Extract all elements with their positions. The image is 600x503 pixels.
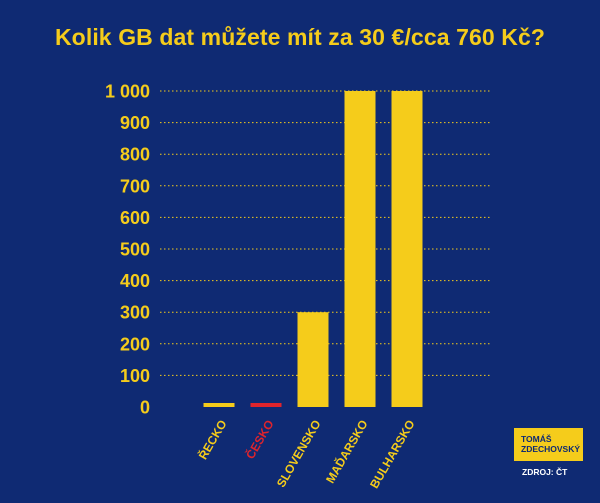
y-tick-label: 400 [120, 271, 150, 291]
y-tick-label: 600 [120, 208, 150, 228]
x-tick-label: ŘECKO [195, 417, 230, 462]
grid-lines [160, 90, 492, 376]
y-tick-label: 100 [120, 366, 150, 386]
x-tick-label: SLOVENSKO [274, 418, 324, 490]
x-tick-label: MAĎARSKO [322, 417, 370, 486]
y-tick-label: 0 [140, 398, 150, 418]
x-tick-label: BULHARSKO [367, 418, 417, 491]
bar-3 [344, 91, 376, 407]
y-tick-label: 1 000 [105, 82, 150, 102]
brand-logo: TOMÁŠ ZDECHOVSKÝ [514, 428, 583, 461]
bar-2 [297, 312, 329, 407]
y-tick-label: 800 [120, 145, 150, 165]
y-tick-label: 500 [120, 240, 150, 260]
logo-line-1: TOMÁŠ [521, 434, 552, 444]
source-note: ZDROJ: ČT [522, 467, 568, 477]
bar-0 [203, 403, 235, 407]
chart-title: Kolik GB dat můžete mít za 30 €/cca 760 … [54, 24, 546, 50]
x-tick-label: ČESKO [242, 417, 276, 461]
y-tick-label: 300 [120, 303, 150, 323]
logo-line-2: ZDECHOVSKÝ [521, 444, 581, 454]
bar-1 [250, 403, 282, 407]
y-tick-label: 900 [120, 113, 150, 133]
bar-4 [391, 91, 423, 407]
y-tick-label: 700 [120, 176, 150, 196]
bars [203, 91, 423, 407]
y-axis-ticks: 0 100 200 300 400 500 600 700 800 900 1 000 [105, 82, 150, 418]
y-tick-label: 200 [120, 334, 150, 354]
